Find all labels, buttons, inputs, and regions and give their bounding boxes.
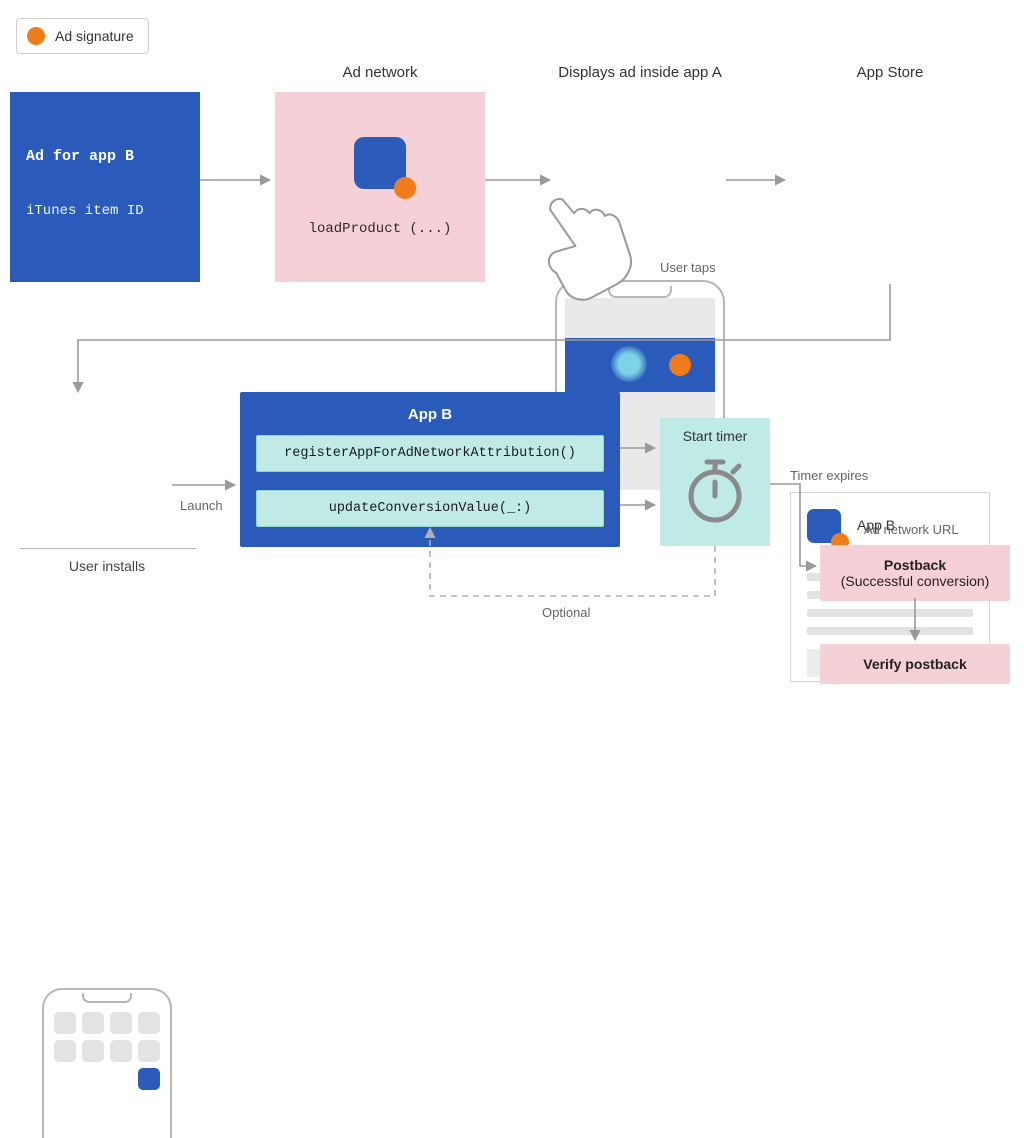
tap-ripple-icon [611, 346, 647, 382]
home-app-icon [138, 1040, 160, 1062]
user-installs-label: User installs [42, 558, 172, 574]
home-app-icon [82, 1040, 104, 1062]
app-b-icon [807, 509, 841, 543]
app-b-header: App B [256, 406, 604, 423]
loadproduct-code: loadProduct (...) [309, 221, 452, 237]
col-label-displays: Displays ad inside app A [520, 64, 760, 81]
home-grid [54, 1012, 160, 1090]
ad-for-app-b-box: Ad for app B iTunes item ID [10, 92, 200, 282]
ad-box-title: Ad for app B [26, 148, 184, 165]
legend: Ad signature [16, 18, 149, 54]
verify-postback-label: Verify postback [834, 656, 996, 672]
home-app-icon [54, 1012, 76, 1034]
placeholder-line [807, 627, 973, 635]
app-b-installed-icon [138, 1068, 160, 1090]
home-app-icon [110, 1040, 132, 1062]
launch-label: Launch [180, 498, 223, 513]
ad-signature-dot-icon [394, 177, 416, 199]
ad-network-url-label: Ad network URL [864, 522, 959, 537]
method-update-conversion: updateConversionValue(_:) [256, 490, 604, 527]
user-taps-label: User taps [660, 260, 716, 275]
home-app-icon [110, 1012, 132, 1034]
postback-card: Postback (Successful conversion) [820, 545, 1010, 601]
timer-expires-label: Timer expires [790, 468, 868, 483]
postback-title: Postback [834, 557, 996, 573]
ad-network-box: loadProduct (...) [275, 92, 485, 282]
stopwatch-icon [681, 452, 749, 526]
start-timer-box: Start timer [660, 418, 770, 546]
home-app-icon [54, 1040, 76, 1062]
hand-tap-icon [520, 160, 670, 310]
legend-label: Ad signature [55, 28, 134, 44]
placeholder-line [807, 609, 973, 617]
postback-subtitle: (Successful conversion) [841, 573, 990, 589]
optional-label: Optional [542, 605, 590, 620]
app-b-box: App B registerAppForAdNetworkAttribution… [240, 392, 620, 547]
floor-line [20, 548, 196, 549]
ad-signature-dot-icon [27, 27, 45, 45]
col-label-appstore: App Store [790, 64, 990, 81]
app-b-icon [354, 137, 406, 189]
home-app-icon [138, 1012, 160, 1034]
phone-home-screen [42, 988, 172, 1138]
home-app-icon [82, 1012, 104, 1034]
method-register: registerAppForAdNetworkAttribution() [256, 435, 604, 472]
col-label-ad-network: Ad network [275, 64, 485, 81]
ad-box-subtitle: iTunes item ID [26, 203, 184, 219]
start-timer-label: Start timer [683, 428, 748, 444]
verify-postback-card: Verify postback [820, 644, 1010, 684]
ad-signature-dot-icon [669, 354, 691, 376]
